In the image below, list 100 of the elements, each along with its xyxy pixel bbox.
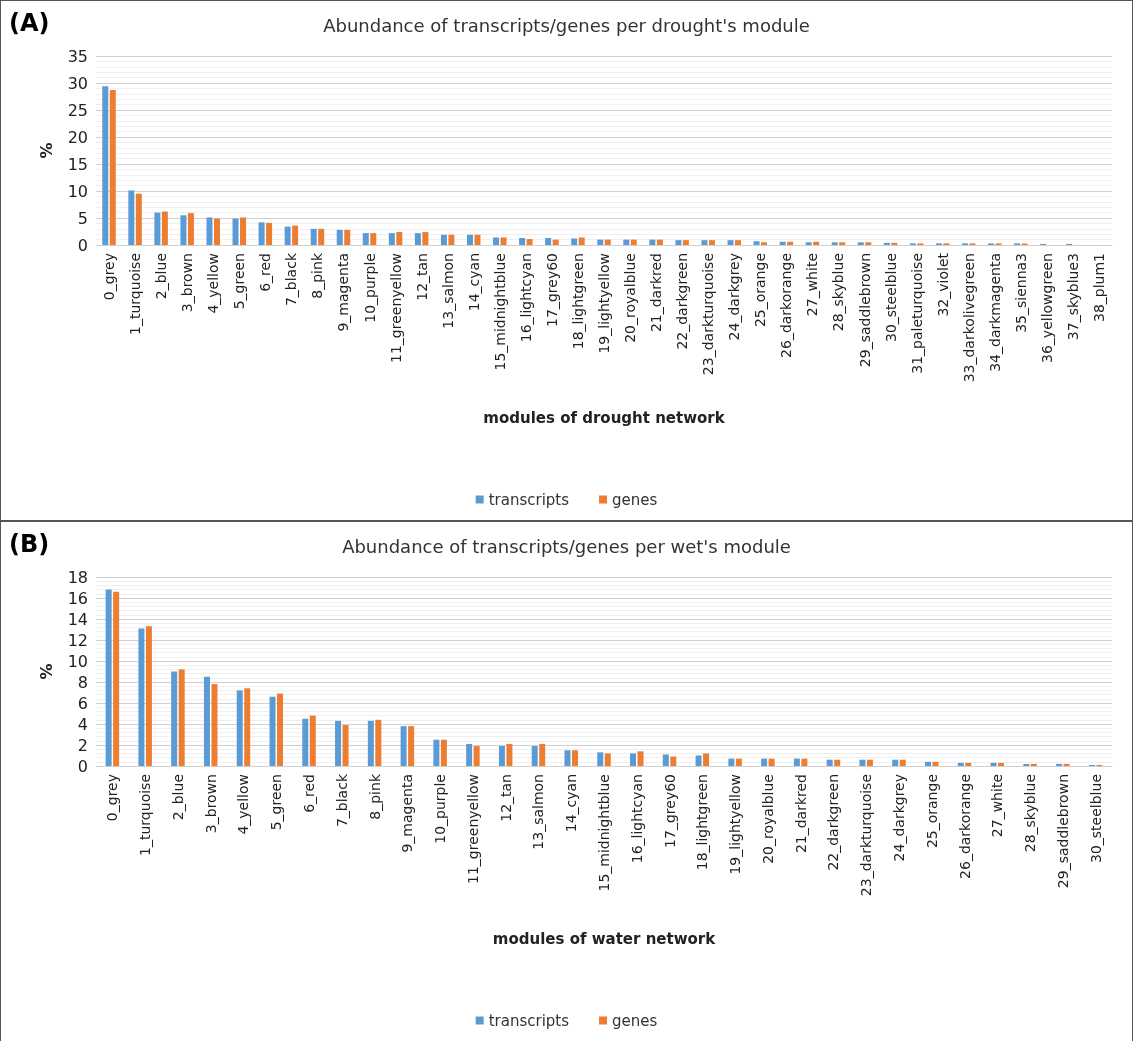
x-axis-title: modules of drought network <box>483 408 726 427</box>
x-tick-label: 16_lightcyan <box>628 774 645 864</box>
bar <box>113 591 120 766</box>
y-tick-label: 2 <box>77 735 88 755</box>
bar <box>154 212 161 245</box>
bar <box>211 684 218 766</box>
bar <box>171 671 178 766</box>
bar <box>128 190 135 245</box>
bar <box>335 720 342 766</box>
x-tick-label: 22_darkgreen <box>825 774 842 871</box>
bar <box>236 690 243 766</box>
x-tick-label: 12_tan <box>413 253 430 301</box>
y-tick-label: 5 <box>77 208 88 228</box>
x-tick-label: 21_darkred <box>792 774 809 854</box>
bar <box>213 218 220 245</box>
x-tick-label: 7_black <box>283 252 300 307</box>
x-tick-label: 17_grey60 <box>543 253 560 327</box>
bar <box>244 688 251 766</box>
x-tick-label: 32_violet <box>934 252 951 317</box>
bar <box>779 241 786 245</box>
x-tick-label: 33_darkolivegreen <box>960 253 977 383</box>
x-tick-label: 9_magenta <box>335 253 352 332</box>
y-axis-title: % <box>36 142 56 159</box>
bar <box>240 217 247 245</box>
x-tick-label: 28_skyblue <box>830 253 847 332</box>
bar <box>526 239 533 245</box>
x-tick-label: 23_darkturquoise <box>858 774 875 897</box>
y-tick-label: 14 <box>67 609 88 629</box>
x-tick-label: 26_darkorange <box>778 253 795 358</box>
x-tick-label: 15_midnightblue <box>491 253 508 371</box>
bar <box>761 242 768 245</box>
x-tick-label: 0_grey <box>101 253 118 301</box>
bar <box>571 750 578 766</box>
bar <box>701 240 708 245</box>
x-tick-label: 12_tan <box>497 774 514 822</box>
bar <box>727 240 734 245</box>
bar <box>670 756 677 766</box>
bar <box>206 217 213 245</box>
bar <box>269 696 276 766</box>
bar <box>656 239 663 245</box>
x-tick-label: 14_cyan <box>465 253 482 312</box>
bar <box>866 759 873 766</box>
y-tick-label: 16 <box>67 588 88 608</box>
x-tick-label: 11_greenyellow <box>464 774 481 884</box>
bar <box>258 222 265 245</box>
bar <box>957 762 964 766</box>
x-tick-label: 38_plum1 <box>1090 253 1107 323</box>
x-tick-label: 27_white <box>804 253 821 317</box>
chart-title: Abundance of transcripts/genes per wet's module <box>342 535 791 557</box>
x-tick-label: 27_white <box>989 774 1006 838</box>
x-tick-label: 20_royalblue <box>622 253 639 343</box>
bar <box>375 719 382 766</box>
bar <box>630 239 637 245</box>
bar <box>370 233 377 245</box>
bar <box>178 669 185 766</box>
x-axis-title: modules of water network <box>492 929 717 948</box>
x-tick-label: 28_skyblue <box>1022 774 1039 853</box>
x-tick-label: 11_greenyellow <box>387 253 404 363</box>
x-tick-label: 24_darkgrey <box>890 774 907 862</box>
bar <box>506 743 513 766</box>
x-tick-label: 23_darkturquoise <box>700 253 717 376</box>
legend-label: transcripts <box>488 490 570 509</box>
y-tick-label: 25 <box>67 100 88 120</box>
x-tick-label: 7_black <box>333 773 350 828</box>
x-tick-label: 8_pink <box>366 773 383 820</box>
bar <box>187 213 194 245</box>
x-tick-label: 16_lightcyan <box>517 253 534 343</box>
x-tick-label: 4_yellow <box>235 774 252 835</box>
bar <box>932 761 939 766</box>
bar <box>924 761 931 766</box>
bar <box>637 751 644 766</box>
bar <box>552 239 559 245</box>
bar <box>493 237 500 245</box>
x-tick-label: 18_lightgreen <box>694 774 711 871</box>
bar <box>414 233 421 245</box>
y-tick-label: 18 <box>67 567 88 587</box>
bar <box>891 242 898 245</box>
bar <box>990 762 997 766</box>
bar <box>519 237 526 245</box>
x-tick-label: 14_cyan <box>563 774 580 833</box>
bar <box>865 242 872 245</box>
bar <box>466 234 473 245</box>
y-axis-title: % <box>36 663 56 680</box>
bar <box>708 240 715 245</box>
x-tick-label: 22_darkgreen <box>674 253 691 350</box>
x-tick-label: 30_steelblue <box>882 253 899 342</box>
bar <box>396 232 403 245</box>
x-tick-label: 1_turquoise <box>127 253 144 335</box>
bar <box>564 750 571 766</box>
x-tick-label: 31_paleturquoise <box>908 253 925 374</box>
legend-label: genes <box>612 1011 658 1030</box>
bar <box>998 762 1005 766</box>
bar <box>859 759 866 766</box>
x-tick-label: 37_skyblue3 <box>1064 253 1081 341</box>
bar <box>703 753 710 766</box>
bar <box>440 234 447 245</box>
bar <box>408 726 415 766</box>
bar <box>839 242 846 245</box>
x-tick-label: 9_magenta <box>399 774 416 853</box>
x-tick-label: 29_saddlebrown <box>1054 774 1071 889</box>
